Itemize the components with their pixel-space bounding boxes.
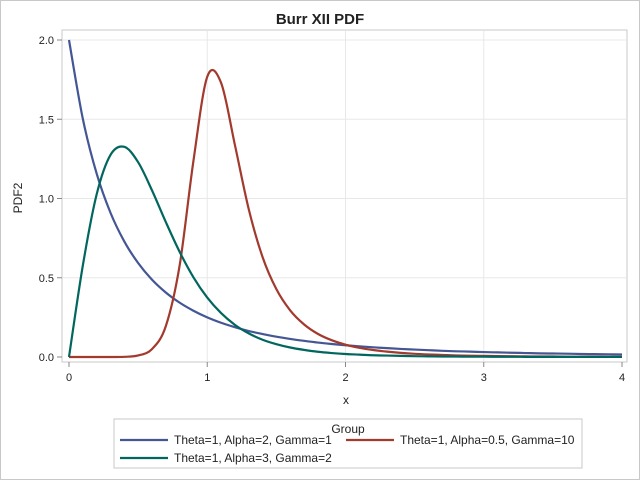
y-tick-label: 1.0 xyxy=(39,194,54,206)
legend-label: Theta=1, Alpha=3, Gamma=2 xyxy=(174,451,332,465)
x-tick-label: 4 xyxy=(619,372,625,384)
legend: Group Theta=1, Alpha=2, Gamma=1 Theta=1, … xyxy=(113,418,583,469)
y-tick-label: 1.5 xyxy=(39,114,54,126)
chart-title: Burr XII PDF xyxy=(276,11,364,28)
plot-frame xyxy=(61,29,628,363)
legend-label: Theta=1, Alpha=0.5, Gamma=10 xyxy=(400,433,575,447)
x-tick-label: 0 xyxy=(66,372,72,384)
y-tick-label: 0.0 xyxy=(39,352,54,364)
grid xyxy=(63,31,626,361)
legend-box xyxy=(113,418,583,469)
legend-label: Theta=1, Alpha=2, Gamma=1 xyxy=(174,433,332,447)
series-line xyxy=(67,145,623,359)
y-tick-label: 2.0 xyxy=(39,35,54,47)
y-tick-label: 0.5 xyxy=(39,273,54,285)
x-tick-label: 1 xyxy=(204,372,210,384)
x-axis-label: x xyxy=(343,393,349,407)
axes: 0 1 2 3 4 0.0 0.5 1.0 1.5 2.0 xyxy=(39,35,625,384)
x-tick-label: 3 xyxy=(481,372,487,384)
series-lines xyxy=(67,39,623,359)
legend-title: Group xyxy=(331,422,365,436)
y-axis-label: PDF2 xyxy=(11,182,25,213)
x-tick-label: 2 xyxy=(342,372,348,384)
